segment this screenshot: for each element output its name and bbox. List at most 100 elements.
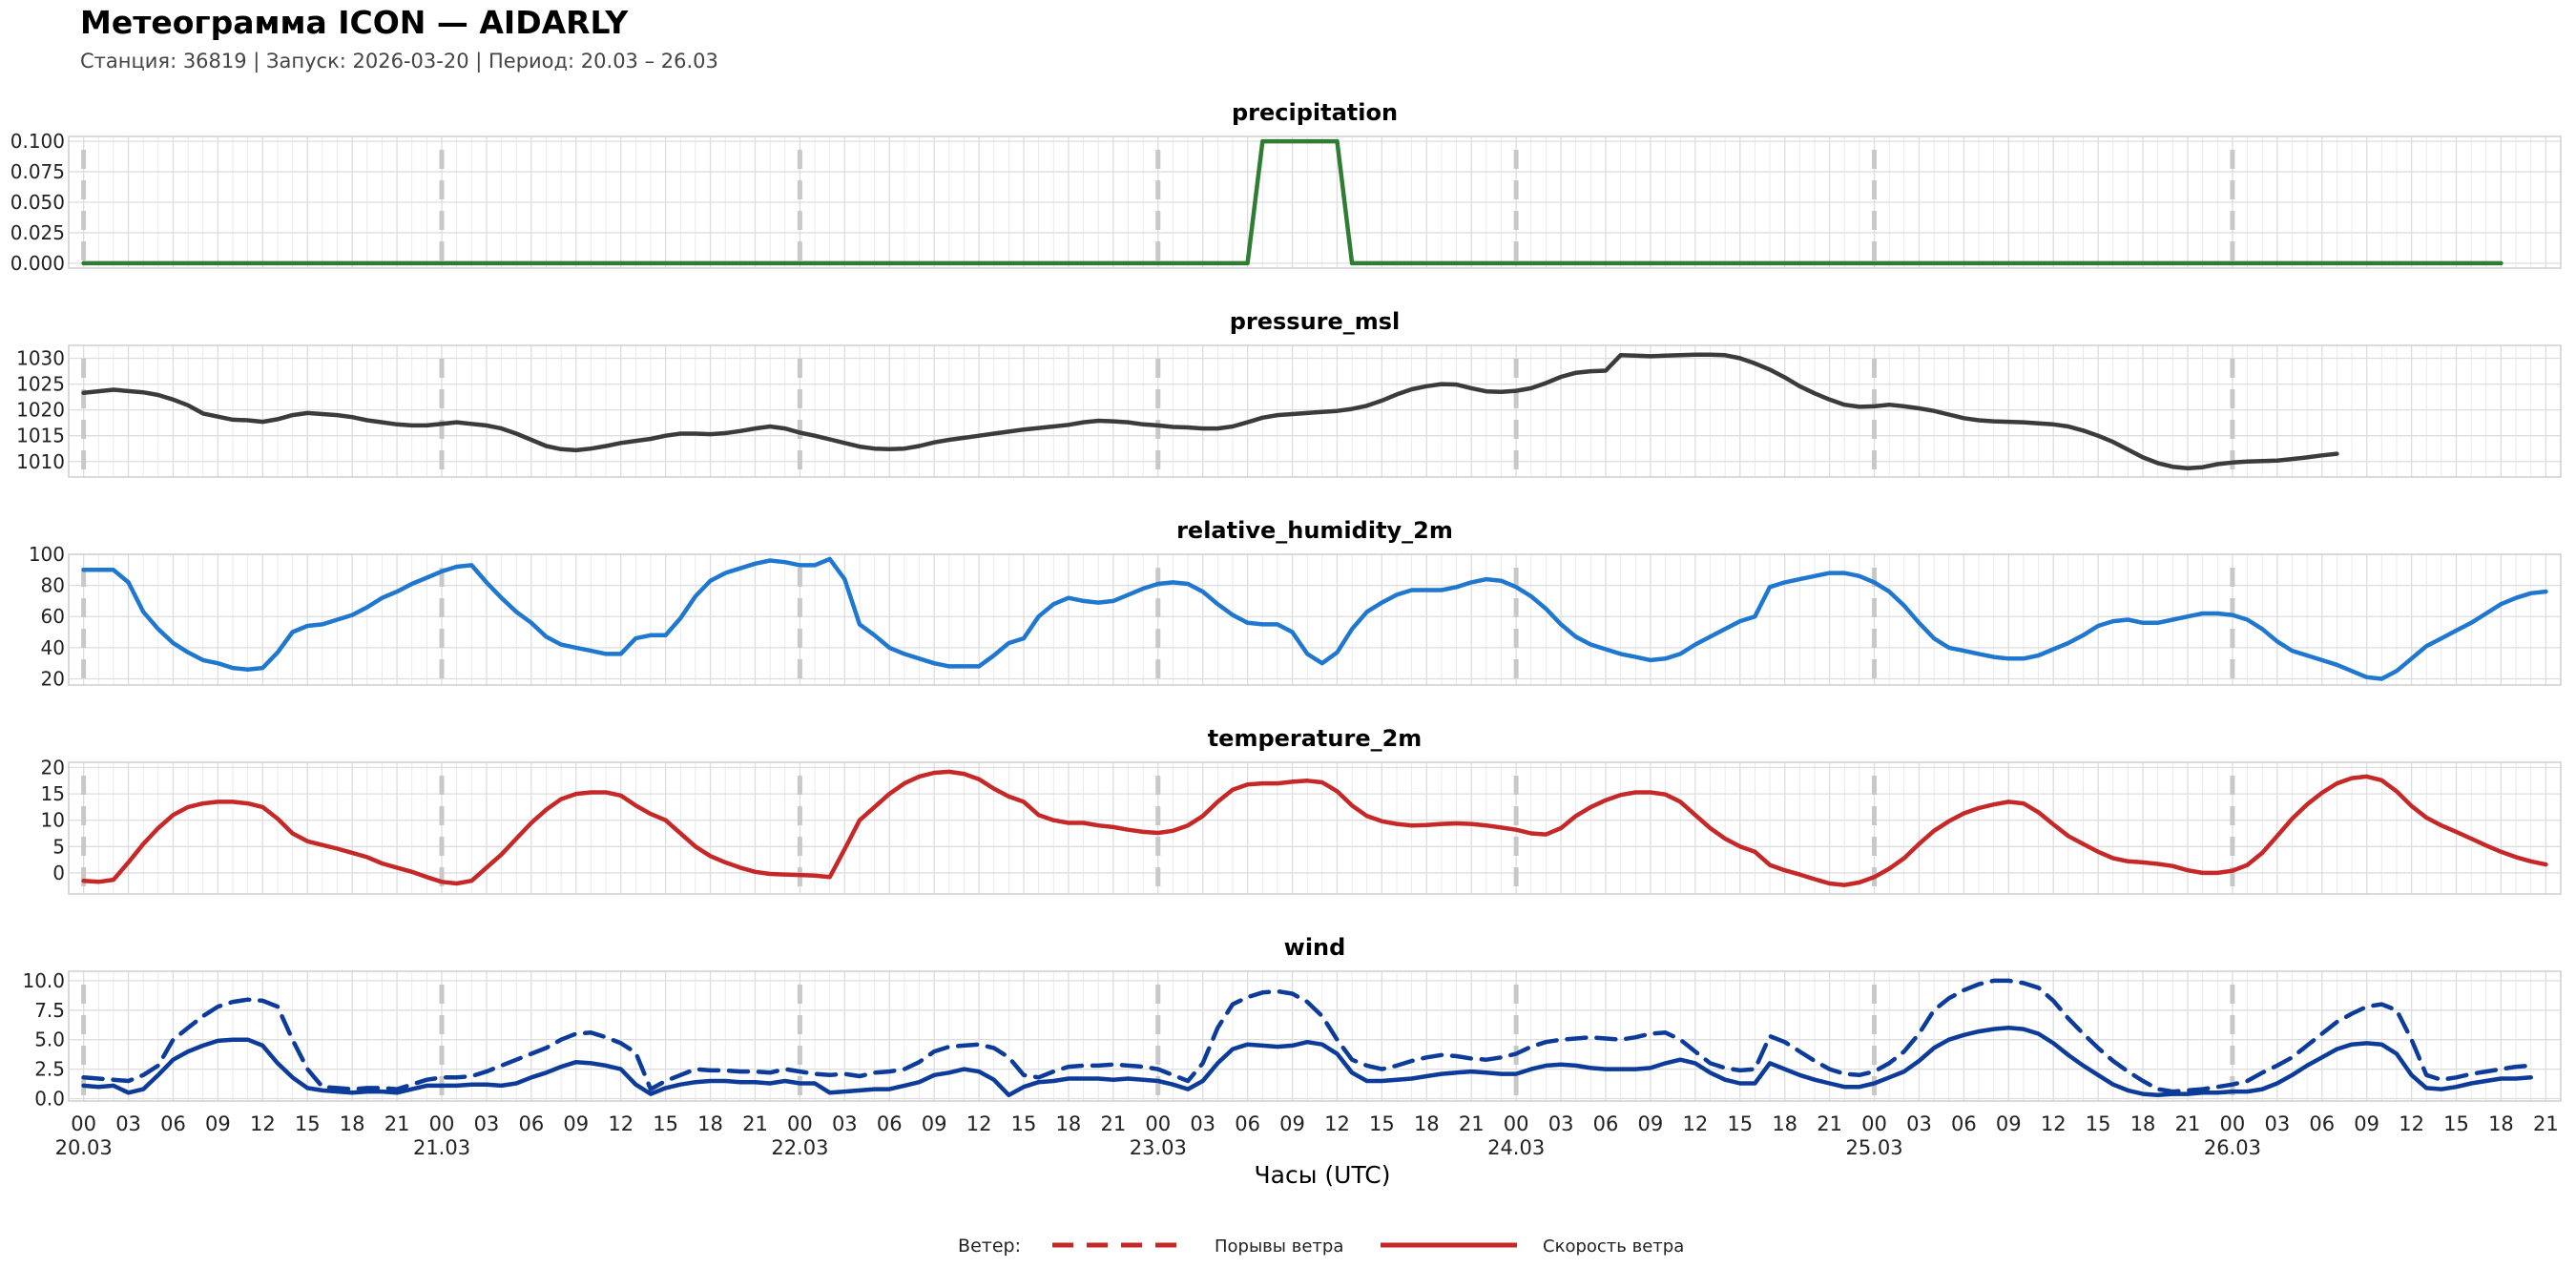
x-tick-label: 21	[1817, 1112, 1842, 1135]
y-tick-label: 0.050	[10, 191, 65, 214]
y-tick-label: 80	[41, 574, 65, 597]
x-tick-label: 18	[697, 1112, 723, 1135]
x-tick-label: 21	[742, 1112, 768, 1135]
y-tick-label: 20	[41, 667, 65, 690]
x-tick-label: 15	[2086, 1112, 2111, 1135]
x-tick-label: 18	[2130, 1112, 2156, 1135]
x-tick-label: 09	[563, 1112, 589, 1135]
x-tick-label: 03	[1190, 1112, 1215, 1135]
panel-frame	[68, 135, 2562, 269]
x-tick-label: 00	[1504, 1112, 1529, 1135]
y-tick-label: 0.0	[34, 1088, 65, 1111]
x-tick-label: 21	[2175, 1112, 2201, 1135]
x-day-label: 21.03	[413, 1136, 470, 1159]
panel-temperature_2m: temperature_2m 0 5 10 15 20	[41, 725, 2562, 895]
x-tick-label: 06	[877, 1112, 903, 1135]
x-tick-label: 18	[1056, 1112, 1082, 1135]
legend-label-gusts: Порывы ветра	[1215, 1236, 1343, 1257]
panel-precipitation: precipitation 0.000 0.025 0.050 0.075 0.100	[10, 99, 2562, 275]
x-tick-label: 00	[1145, 1112, 1171, 1135]
x-day-label: 24.03	[1487, 1136, 1545, 1159]
x-tick-label: 21	[384, 1112, 410, 1135]
x-tick-label: 09	[1638, 1112, 1664, 1135]
y-tick-label: 0	[52, 862, 65, 884]
x-tick-label: 00	[2220, 1112, 2246, 1135]
x-tick-label: 03	[1906, 1112, 1932, 1135]
legend: Ветер: Порывы ветра Скорость ветра	[958, 1236, 1684, 1257]
series-line-wind-0	[81, 978, 2533, 1094]
chart-subtitle: Станция: 36819 | Запуск: 2026-03-20 | Пе…	[80, 50, 718, 73]
x-day-label: 20.03	[55, 1136, 113, 1159]
x-tick-label: 06	[1951, 1112, 1977, 1135]
x-tick-label: 21	[1459, 1112, 1485, 1135]
x-tick-label: 12	[2399, 1112, 2424, 1135]
x-tick-label: 03	[2264, 1112, 2290, 1135]
x-tick-label: 12	[1682, 1112, 1708, 1135]
x-tick-label: 03	[115, 1112, 141, 1135]
y-tick-label: 1015	[16, 425, 65, 447]
y-tick-label: 0.075	[10, 160, 65, 183]
x-tick-label: 09	[205, 1112, 231, 1135]
series-line-wind-1	[81, 1026, 2533, 1098]
panel-relative_humidity_2m: relative_humidity_2m 20 40 60 80 100	[29, 517, 2562, 690]
x-tick-label: 09	[1279, 1112, 1305, 1135]
x-tick-label: 12	[250, 1112, 276, 1135]
x-tick-label: 03	[1548, 1112, 1574, 1135]
y-tick-label: 10.0	[22, 969, 65, 992]
x-tick-label: 09	[2354, 1112, 2379, 1135]
x-tick-label: 15	[1369, 1112, 1395, 1135]
panel-title-relative_humidity_2m: relative_humidity_2m	[1176, 517, 1453, 544]
x-tick-label: 15	[653, 1112, 678, 1135]
y-tick-label: 20	[41, 757, 65, 779]
y-tick-label: 0.100	[10, 130, 65, 153]
x-tick-label: 00	[71, 1112, 96, 1135]
x-tick-label: 15	[2443, 1112, 2469, 1135]
panel-vgrid	[68, 971, 2562, 1101]
x-tick-label: 00	[787, 1112, 813, 1135]
x-tick-label: 00	[1861, 1112, 1887, 1135]
x-day-label: 25.03	[1845, 1136, 1902, 1159]
x-tick-label: 18	[1414, 1112, 1440, 1135]
x-tick-label: 21	[2533, 1112, 2559, 1135]
x-tick-label: 18	[340, 1112, 365, 1135]
x-day-label: 26.03	[2204, 1136, 2261, 1159]
legend-label-speed: Скорость ветра	[1543, 1236, 1684, 1257]
y-tick-label: 1010	[16, 450, 65, 473]
x-tick-label: 06	[1235, 1112, 1260, 1135]
panel-title-pressure_msl: pressure_msl	[1230, 308, 1401, 335]
x-tick-label: 12	[2041, 1112, 2067, 1135]
x-tick-label: 18	[1772, 1112, 1797, 1135]
panel-wind: wind 0.0 2.5 5.0 7.5 10.0	[22, 934, 2562, 1111]
x-tick-label: 12	[608, 1112, 634, 1135]
panel-frame	[68, 970, 2562, 1102]
series-line-relative_humidity_2m	[81, 556, 2548, 681]
y-tick-label: 15	[41, 782, 65, 805]
x-tick-label: 15	[1727, 1112, 1753, 1135]
x-tick-label: 15	[295, 1112, 321, 1135]
x-tick-label: 12	[966, 1112, 992, 1135]
x-tick-label: 12	[1324, 1112, 1350, 1135]
y-tick-label: 0.025	[10, 221, 65, 244]
series-line-precipitation	[81, 138, 2503, 266]
y-tick-label: 5.0	[34, 1028, 65, 1051]
x-tick-label: 18	[2488, 1112, 2514, 1135]
x-tick-label: 09	[922, 1112, 947, 1135]
chart-title: Метеограмма ICON — AIDARLY	[80, 4, 629, 41]
y-tick-label: 0.000	[10, 252, 65, 275]
x-tick-label: 03	[474, 1112, 500, 1135]
x-axis-label: Часы (UTC)	[1255, 1161, 1391, 1189]
x-tick-label: 03	[832, 1112, 858, 1135]
y-tick-label: 2.5	[34, 1058, 65, 1081]
y-tick-label: 10	[41, 809, 65, 832]
x-tick-label: 15	[1011, 1112, 1037, 1135]
x-day-label: 22.03	[771, 1136, 828, 1159]
series-line-temperature_2m	[81, 769, 2548, 887]
x-tick-label: 06	[518, 1112, 544, 1135]
panel-title-wind: wind	[1284, 934, 1346, 961]
x-tick-label: 06	[1593, 1112, 1619, 1135]
x-tick-label: 00	[429, 1112, 455, 1135]
panel-frame	[68, 761, 2562, 895]
y-tick-label: 1025	[16, 373, 65, 396]
panel-frame	[68, 344, 2562, 478]
